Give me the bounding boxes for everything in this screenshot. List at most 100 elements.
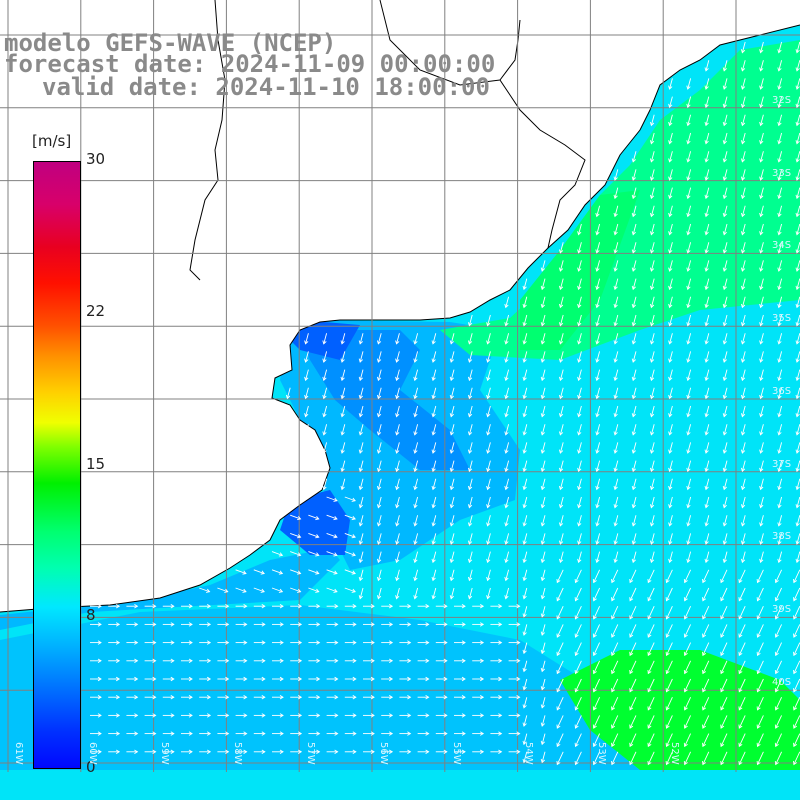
wind-arrow [181, 731, 193, 736]
wind-arrow [417, 640, 430, 645]
wind-arrow [522, 697, 528, 709]
wind-arrow [504, 515, 510, 527]
land-area [0, 0, 800, 613]
wind-arrow [522, 642, 528, 655]
wind-arrow [631, 205, 637, 218]
wind-arrow [504, 533, 510, 545]
wind-arrow [722, 260, 728, 272]
wind-arrow [381, 695, 394, 700]
wind-arrow [574, 642, 582, 657]
wind-arrow [344, 514, 356, 521]
wind-arrow [629, 606, 637, 620]
wind-arrow [162, 658, 175, 663]
wind-arrow [740, 223, 746, 236]
wind-arrow [467, 387, 473, 400]
wind-arrow [467, 424, 473, 436]
wind-arrow [162, 640, 175, 645]
wind-arrow [795, 296, 800, 309]
wind-arrow [322, 424, 328, 436]
wind-arrow [702, 697, 710, 711]
wind-arrow [613, 478, 619, 491]
wind-arrow [740, 460, 746, 473]
wind-arrow [126, 622, 139, 627]
lat-label: 33S [772, 168, 792, 179]
wind-arrow [556, 751, 564, 766]
wind-arrow [540, 642, 546, 655]
wind-arrow [522, 569, 528, 582]
wind-arrow [449, 460, 455, 473]
wind-arrow [649, 151, 655, 163]
wind-arrow [613, 314, 619, 327]
wind-arrow [592, 569, 601, 584]
wind-arrow [738, 624, 746, 638]
wind-arrow [540, 405, 546, 418]
wind-arrow [217, 658, 230, 663]
wind-arrow [756, 733, 764, 748]
wind-arrow [272, 731, 284, 736]
wind-arrow [558, 278, 564, 291]
wind-arrow [595, 496, 601, 509]
wind-arrow [522, 551, 528, 564]
wind-arrow [508, 731, 521, 736]
wind-arrow [704, 132, 710, 145]
wind-arrow [467, 533, 473, 545]
wind-arrow [704, 442, 710, 454]
wind-arrow [795, 114, 800, 127]
wind-arrow [486, 587, 491, 600]
wind-arrow [686, 78, 692, 90]
wind-arrow [417, 749, 430, 754]
wind-arrow [358, 587, 364, 600]
wind-arrow [722, 387, 728, 400]
wind-arrow [522, 296, 528, 309]
wind-arrow [376, 515, 382, 527]
wind-arrow [558, 296, 564, 309]
wind-arrow [592, 751, 601, 766]
wind-arrow [668, 460, 673, 473]
wind-arrow [702, 715, 710, 729]
wind-arrow [308, 676, 321, 682]
wind-arrow [126, 604, 139, 609]
wind-arrow [290, 514, 302, 521]
wind-arrow [108, 640, 121, 645]
wind-arrow [668, 515, 673, 527]
lat-label: 34S [772, 240, 792, 251]
wind-arrow [668, 424, 673, 436]
wind-arrow [449, 442, 455, 454]
wind-arrow [686, 260, 692, 272]
wind-arrow [686, 132, 692, 145]
wind-arrow [504, 569, 510, 582]
wind-arrow [795, 387, 800, 400]
wind-arrow [649, 478, 655, 491]
wind-arrow [595, 314, 601, 327]
wind-arrow [344, 713, 357, 718]
wind-arrow [668, 260, 673, 272]
wind-arrow [777, 405, 783, 418]
wind-arrow [558, 242, 564, 254]
wind-arrow [504, 551, 510, 564]
wind-arrow [668, 333, 673, 345]
wind-arrow [704, 478, 710, 491]
wind-arrow [540, 697, 546, 709]
wind-arrow [611, 642, 619, 657]
wind-arrow [777, 223, 783, 236]
wind-arrow [399, 658, 412, 663]
wind-arrow [613, 551, 619, 564]
wind-arrow [504, 442, 510, 454]
wind-arrow [686, 333, 692, 345]
wind-arrow [235, 676, 248, 682]
wind-arrow [217, 622, 230, 627]
wind-arrow [738, 715, 746, 729]
lon-label: 61W [13, 742, 24, 765]
wind-arrow [577, 478, 582, 491]
wind-arrow [522, 478, 528, 491]
wind-arrow [759, 78, 764, 90]
wind-arrow [649, 132, 655, 145]
wind-arrow [540, 296, 546, 309]
wind-arrow [683, 751, 692, 766]
wind-arrow [686, 533, 692, 545]
wind-arrow [395, 533, 400, 545]
wind-arrow [376, 460, 382, 473]
wind-arrow [540, 442, 546, 454]
wind-arrow [556, 606, 564, 620]
